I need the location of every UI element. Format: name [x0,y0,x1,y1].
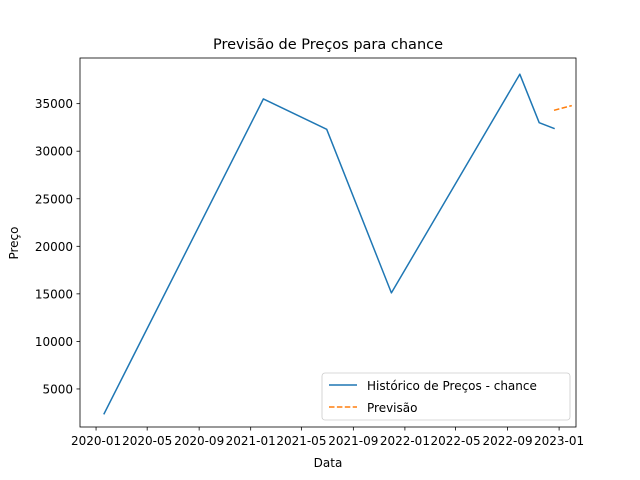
x-tick-label: 2020-09 [174,434,224,448]
legend: Histórico de Preços - chance Previsão [321,372,571,421]
legend-frame [321,372,571,421]
x-tick-label: 2022-05 [431,434,481,448]
y-tick-label: 10000 [35,335,73,349]
y-axis: 5000 10000 15000 20000 25000 30000 35000 [35,97,80,396]
x-axis: 2020-01 2020-05 2020-09 2021-01 2021-05 2021-… [71,427,584,448]
y-tick-label: 5000 [42,382,73,396]
y-axis-title: Preço [7,226,21,259]
y-tick-label: 15000 [35,287,73,301]
series-line-0 [103,73,555,415]
y-tick-label: 30000 [35,145,73,159]
y-tick-label: 20000 [35,240,73,254]
x-tick-label: 2021-09 [328,434,378,448]
legend-label-history: Histórico de Preços - chance [367,379,537,393]
x-tick-label: 2023-01 [534,434,584,448]
x-tick-label: 2021-05 [276,434,326,448]
x-tick-label: 2022-09 [482,434,532,448]
chart-title: Previsão de Preços para chance [213,37,443,53]
series-line-1 [553,104,572,112]
plot-lines [103,73,572,415]
x-axis-title: Data [314,456,343,470]
x-tick-label: 2020-01 [71,434,121,448]
x-tick-label: 2022-01 [380,434,430,448]
y-tick-label: 35000 [35,97,73,111]
y-tick-label: 25000 [35,192,73,206]
x-tick-label: 2021-01 [226,434,276,448]
legend-label-forecast: Previsão [367,401,417,415]
plot-frame [79,57,577,428]
x-tick-label: 2020-05 [122,434,172,448]
